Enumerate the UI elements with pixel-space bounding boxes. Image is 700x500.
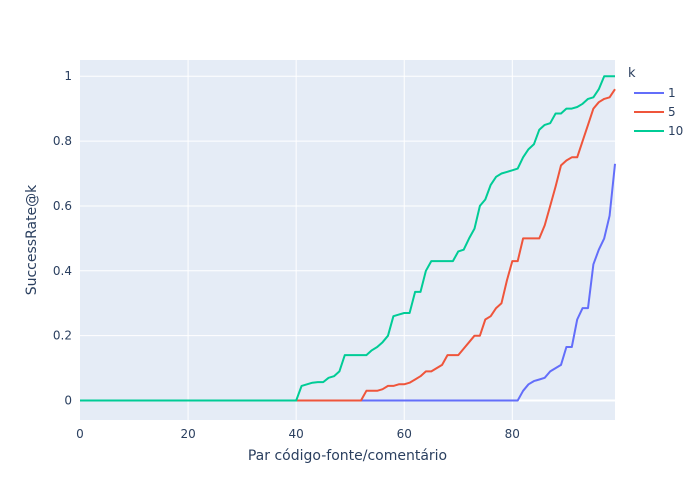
x-tick-label: 20 [180, 427, 195, 441]
legend-label: 10 [668, 124, 683, 138]
legend-item-k1[interactable]: 1 [634, 86, 676, 100]
legend-item-k5[interactable]: 5 [634, 105, 676, 119]
legend[interactable]: k 1 5 10 [628, 66, 683, 138]
legend-item-k10[interactable]: 10 [634, 124, 683, 138]
x-axis-title: Par código-fonte/comentário [248, 448, 447, 464]
legend-label: 5 [668, 105, 676, 119]
series-line-k10 [80, 75, 615, 402]
x-tick-label: 80 [505, 427, 520, 441]
y-tick-label: 0 [64, 394, 72, 408]
y-tick-label: 1 [64, 69, 72, 83]
series-layer [80, 75, 616, 402]
plot-background [80, 60, 615, 420]
series-line-k5 [80, 88, 616, 402]
y-tick-label: 0.4 [53, 264, 72, 278]
legend-label: 1 [668, 86, 676, 100]
legend-title: k [628, 66, 636, 81]
series-line-k1 [80, 163, 616, 402]
y-tick-label: 0.6 [53, 199, 72, 213]
x-axis-ticks: 0 20 40 60 80 [76, 427, 520, 441]
y-axis-title: SuccessRate@k [24, 184, 40, 295]
y-tick-label: 0.8 [53, 134, 72, 148]
x-tick-label: 60 [397, 427, 412, 441]
x-tick-label: 0 [76, 427, 84, 441]
y-axis-ticks: 0 0.2 0.4 0.6 0.8 1 [53, 69, 72, 407]
x-tick-label: 40 [289, 427, 304, 441]
y-tick-label: 0.2 [53, 329, 72, 343]
